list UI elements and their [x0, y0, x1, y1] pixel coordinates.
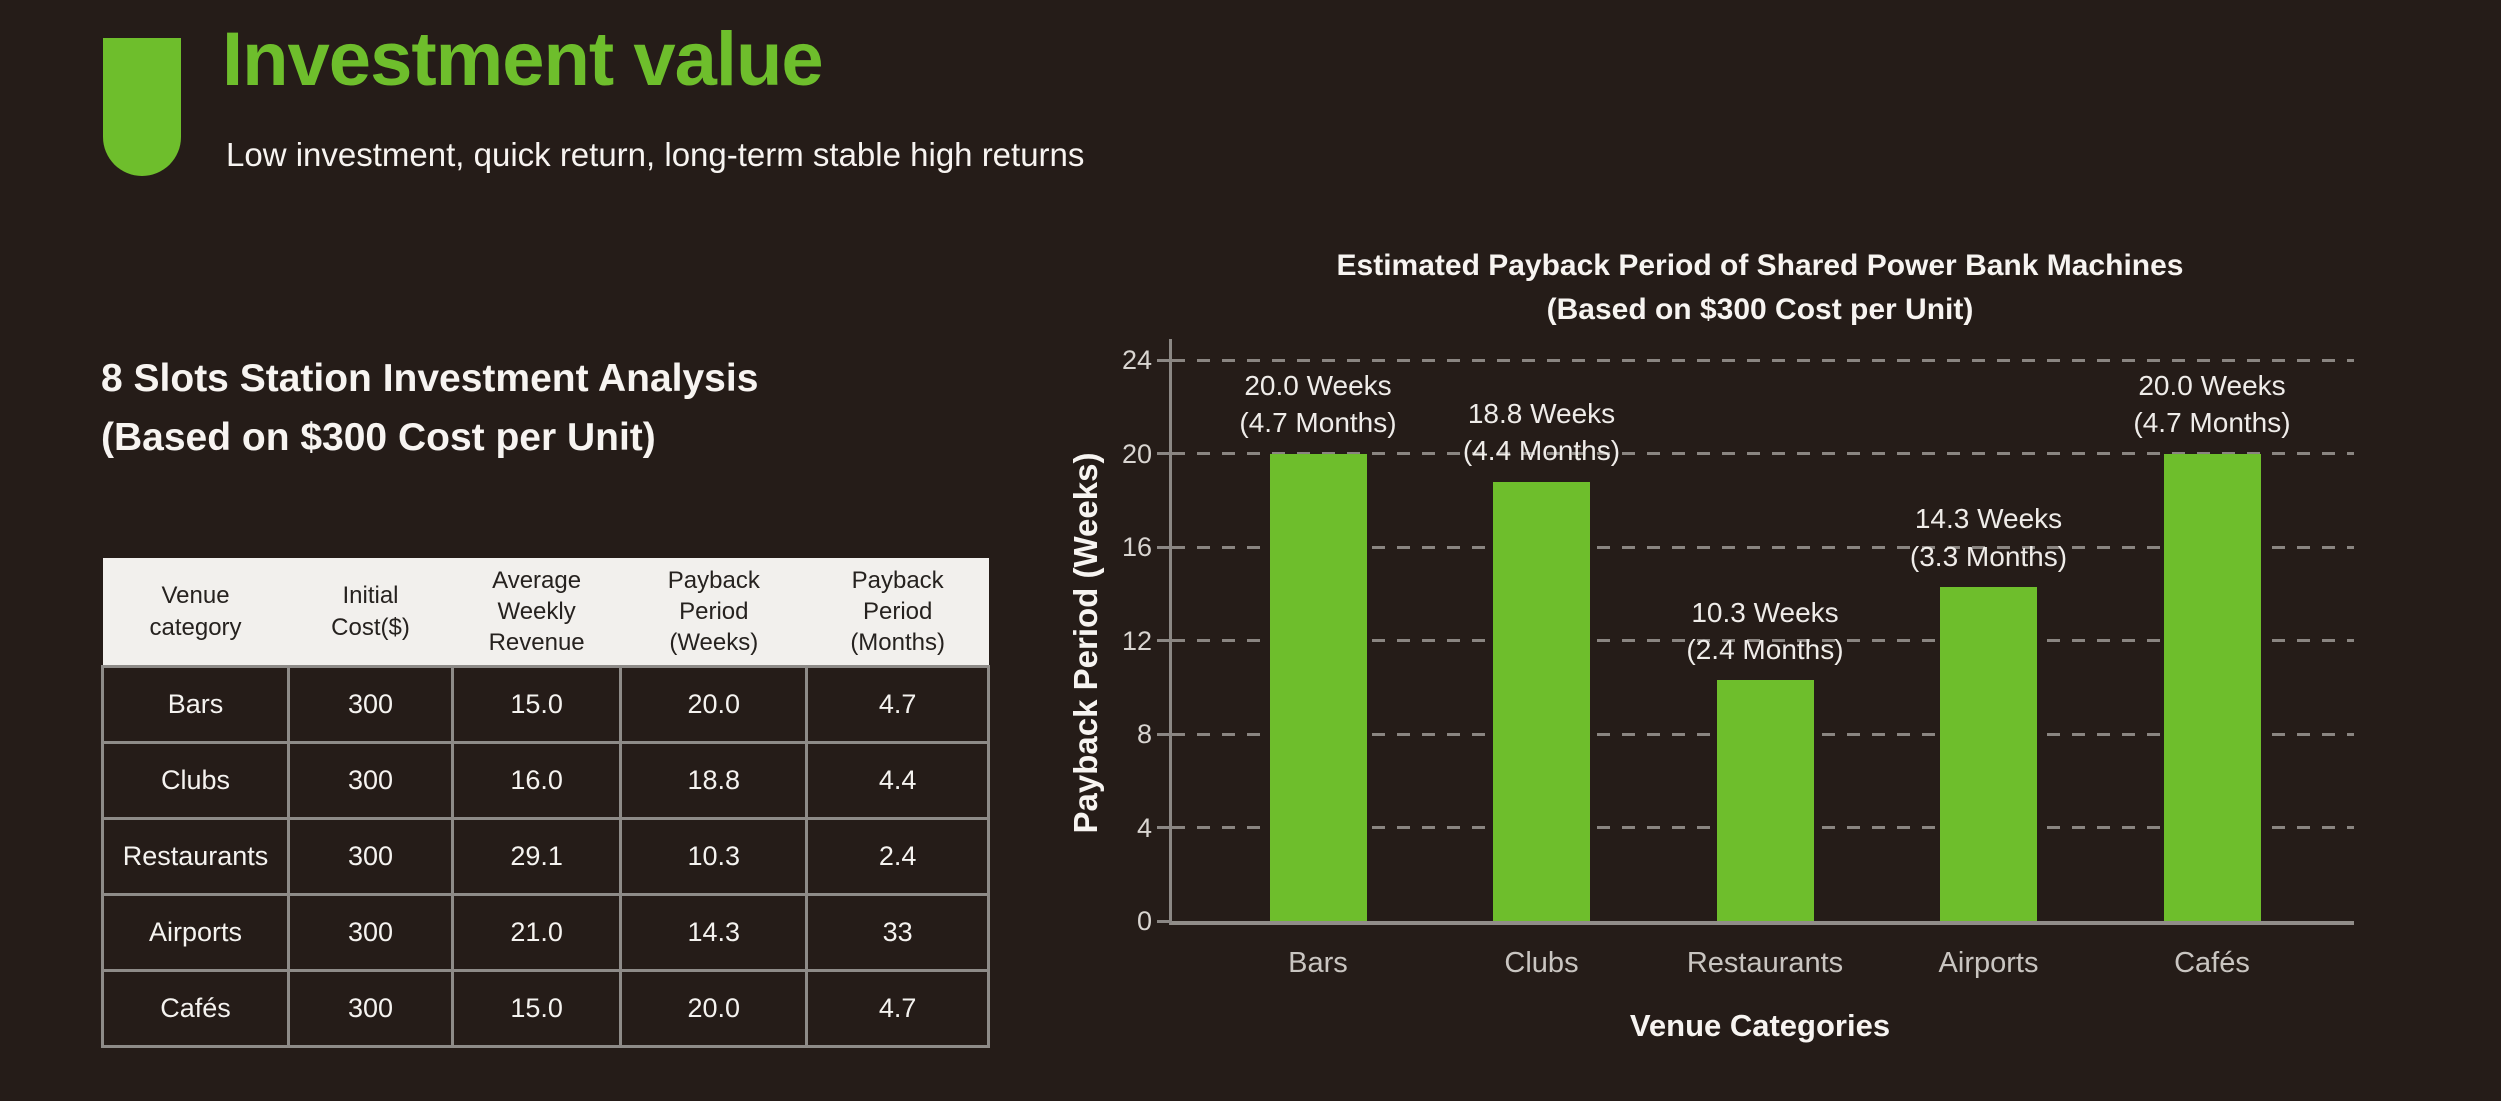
chart-title-line2: (Based on $300 Cost per Unit) [1546, 292, 1974, 326]
y-tick-mark-20 [1157, 452, 1172, 455]
x-tick-label-clubs: Clubs [1504, 947, 1579, 979]
bar-value-weeks: 20.0 Weeks [2138, 370, 2286, 402]
table-cell: Restaurants [100, 817, 291, 896]
bar-value-months: (2.4 Months) [1686, 634, 1844, 666]
column-header-average-weekly-revenue: Average Weekly Revenue [452, 558, 621, 667]
table-row-caf-s: Cafés 300 15.0 20.0 4.7 [100, 969, 990, 1048]
investment-table: Venue category Initial Cost($) Average Wee… [100, 558, 990, 1048]
table-row-airports: Airports 300 21.0 14.3 33 [100, 893, 990, 972]
bar-value-months: (3.3 Months) [1909, 540, 2068, 572]
chart-title: Estimated Payback Period of Shared Power… [1169, 244, 2351, 331]
investment-table-body: Bars 300 15.0 20.0 4.7 Clubs 300 16.0 18.8 4.4 Res… [100, 665, 990, 1048]
plot-area: 0 4 8 12 16 20 24 20.0 Weeks (4.7 Months) Bars 18.… [1122, 339, 2354, 979]
table-cell: 300 [287, 741, 454, 820]
y-tick-label-20: 20 [1121, 438, 1152, 469]
bar-caf-s [2163, 453, 2261, 921]
chart-title-line1: Estimated Payback Period of Shared Power… [1336, 249, 2184, 282]
table-cell: Airports [100, 893, 291, 972]
bar-value-label-restaurants: 10.3 Weeks (2.4 Months) [1600, 594, 1930, 668]
x-axis-title: Venue Categories [1629, 1008, 1891, 1043]
column-header-venue-category: Venue category [102, 558, 289, 667]
bar-value-weeks: 14.3 Weeks [1914, 503, 2063, 535]
bar-value-weeks: 20.0 Weeks [1244, 370, 1392, 402]
y-tick-mark-12 [1157, 639, 1172, 642]
table-cell: 20.0 [619, 665, 809, 744]
table-cell: 300 [287, 817, 454, 896]
header-row: Venue category Initial Cost($) Average Wee… [102, 558, 989, 667]
table-row-clubs: Clubs 300 16.0 18.8 4.4 [100, 741, 990, 820]
table-row-bars: Bars 300 15.0 20.0 4.7 [100, 665, 990, 744]
bar-value-label-airports: 14.3 Weeks (3.3 Months) [1824, 500, 2154, 574]
table-cell: Cafés [100, 969, 291, 1048]
table-cell: 18.8 [619, 741, 809, 820]
y-tick-mark-0 [1157, 919, 1172, 923]
y-tick-mark-24 [1157, 358, 1172, 362]
analysis-section-title-line2: (Based on $300 Cost per Unit) [101, 415, 656, 459]
table-row-restaurants: Restaurants 300 29.1 10.3 2.4 [100, 817, 990, 896]
table-cell: 4.7 [805, 665, 990, 744]
y-tick-label-16: 16 [1121, 532, 1152, 562]
table-cell: 4.4 [805, 741, 990, 820]
table-cell: 2.4 [805, 817, 990, 896]
column-header-payback-period-months: Payback Period (Months) [806, 558, 989, 667]
analysis-section-title-line1: 8 Slots Station Investment Analysis [101, 357, 759, 400]
gridline-16 [1172, 545, 2354, 549]
column-header-payback-period-weeks: Payback Period (Weeks) [620, 558, 807, 667]
table-cell: 300 [287, 665, 454, 744]
table-cell: 14.3 [619, 893, 809, 972]
bar-value-label-clubs: 18.8 Weeks (4.4 Months) [1377, 395, 1707, 469]
y-tick-label-24: 24 [1121, 345, 1152, 375]
column-header-initial-cost: Initial Cost($) [288, 558, 453, 667]
table-cell: Clubs [100, 741, 291, 820]
y-tick-mark-8 [1157, 732, 1172, 736]
x-tick-label-airports: Airports [1938, 947, 2039, 979]
x-tick-label-caf-s: Cafés [2174, 947, 2250, 979]
gridline-24 [1172, 358, 2354, 362]
bar-restaurants [1716, 680, 1814, 921]
gridline-12 [1172, 639, 2354, 642]
table-cell: 16.0 [450, 741, 623, 820]
bar-value-months: (4.4 Months) [1462, 435, 1621, 467]
bar-airports [1940, 586, 2037, 921]
x-tick-label-bars: Bars [1288, 947, 1348, 979]
y-tick-label-0: 0 [1136, 906, 1152, 936]
bar-bars [1269, 453, 1367, 921]
y-tick-mark-4 [1157, 826, 1172, 829]
table-cell: 29.1 [450, 817, 623, 896]
y-tick-label-8: 8 [1136, 719, 1152, 749]
page-title: Investment value [222, 17, 824, 102]
table-cell: 21.0 [450, 893, 623, 972]
page-subtitle: Low investment, quick return, long-term … [226, 136, 1085, 173]
table-cell: 33 [805, 893, 990, 972]
bar-clubs [1493, 481, 1590, 921]
table-cell: 20.0 [619, 969, 809, 1048]
table-cell: 4.7 [805, 969, 990, 1048]
y-tick-label-4: 4 [1136, 812, 1152, 843]
bar-value-weeks: 10.3 Weeks [1691, 596, 1839, 628]
y-tick-label-12: 12 [1121, 625, 1152, 656]
y-tick-mark-16 [1157, 545, 1172, 549]
table-cell: 15.0 [450, 969, 623, 1048]
table-cell: 300 [287, 893, 454, 972]
table-cell: 10.3 [619, 817, 809, 896]
bar-value-label-bars: 20.0 Weeks (4.7 Months) [1153, 367, 1483, 441]
header-accent-badge [103, 38, 181, 176]
bar-value-months: (4.7 Months) [1239, 407, 1397, 439]
table-cell: 15.0 [450, 665, 623, 744]
x-tick-label-restaurants: Restaurants [1686, 947, 1844, 979]
bar-value-months: (4.7 Months) [2133, 407, 2291, 439]
bar-value-weeks: 18.8 Weeks [1467, 398, 1616, 430]
gridline-20 [1172, 452, 2354, 455]
analysis-section-title: 8 Slots Station Investment Analysis (Bas… [101, 350, 758, 467]
table-cell: Bars [100, 665, 291, 744]
investment-table-header: Venue category Initial Cost($) Average Wee… [102, 558, 989, 667]
table-cell: 300 [287, 969, 454, 1048]
bar-value-label-caf-s: 20.0 Weeks (4.7 Months) [2047, 367, 2377, 441]
